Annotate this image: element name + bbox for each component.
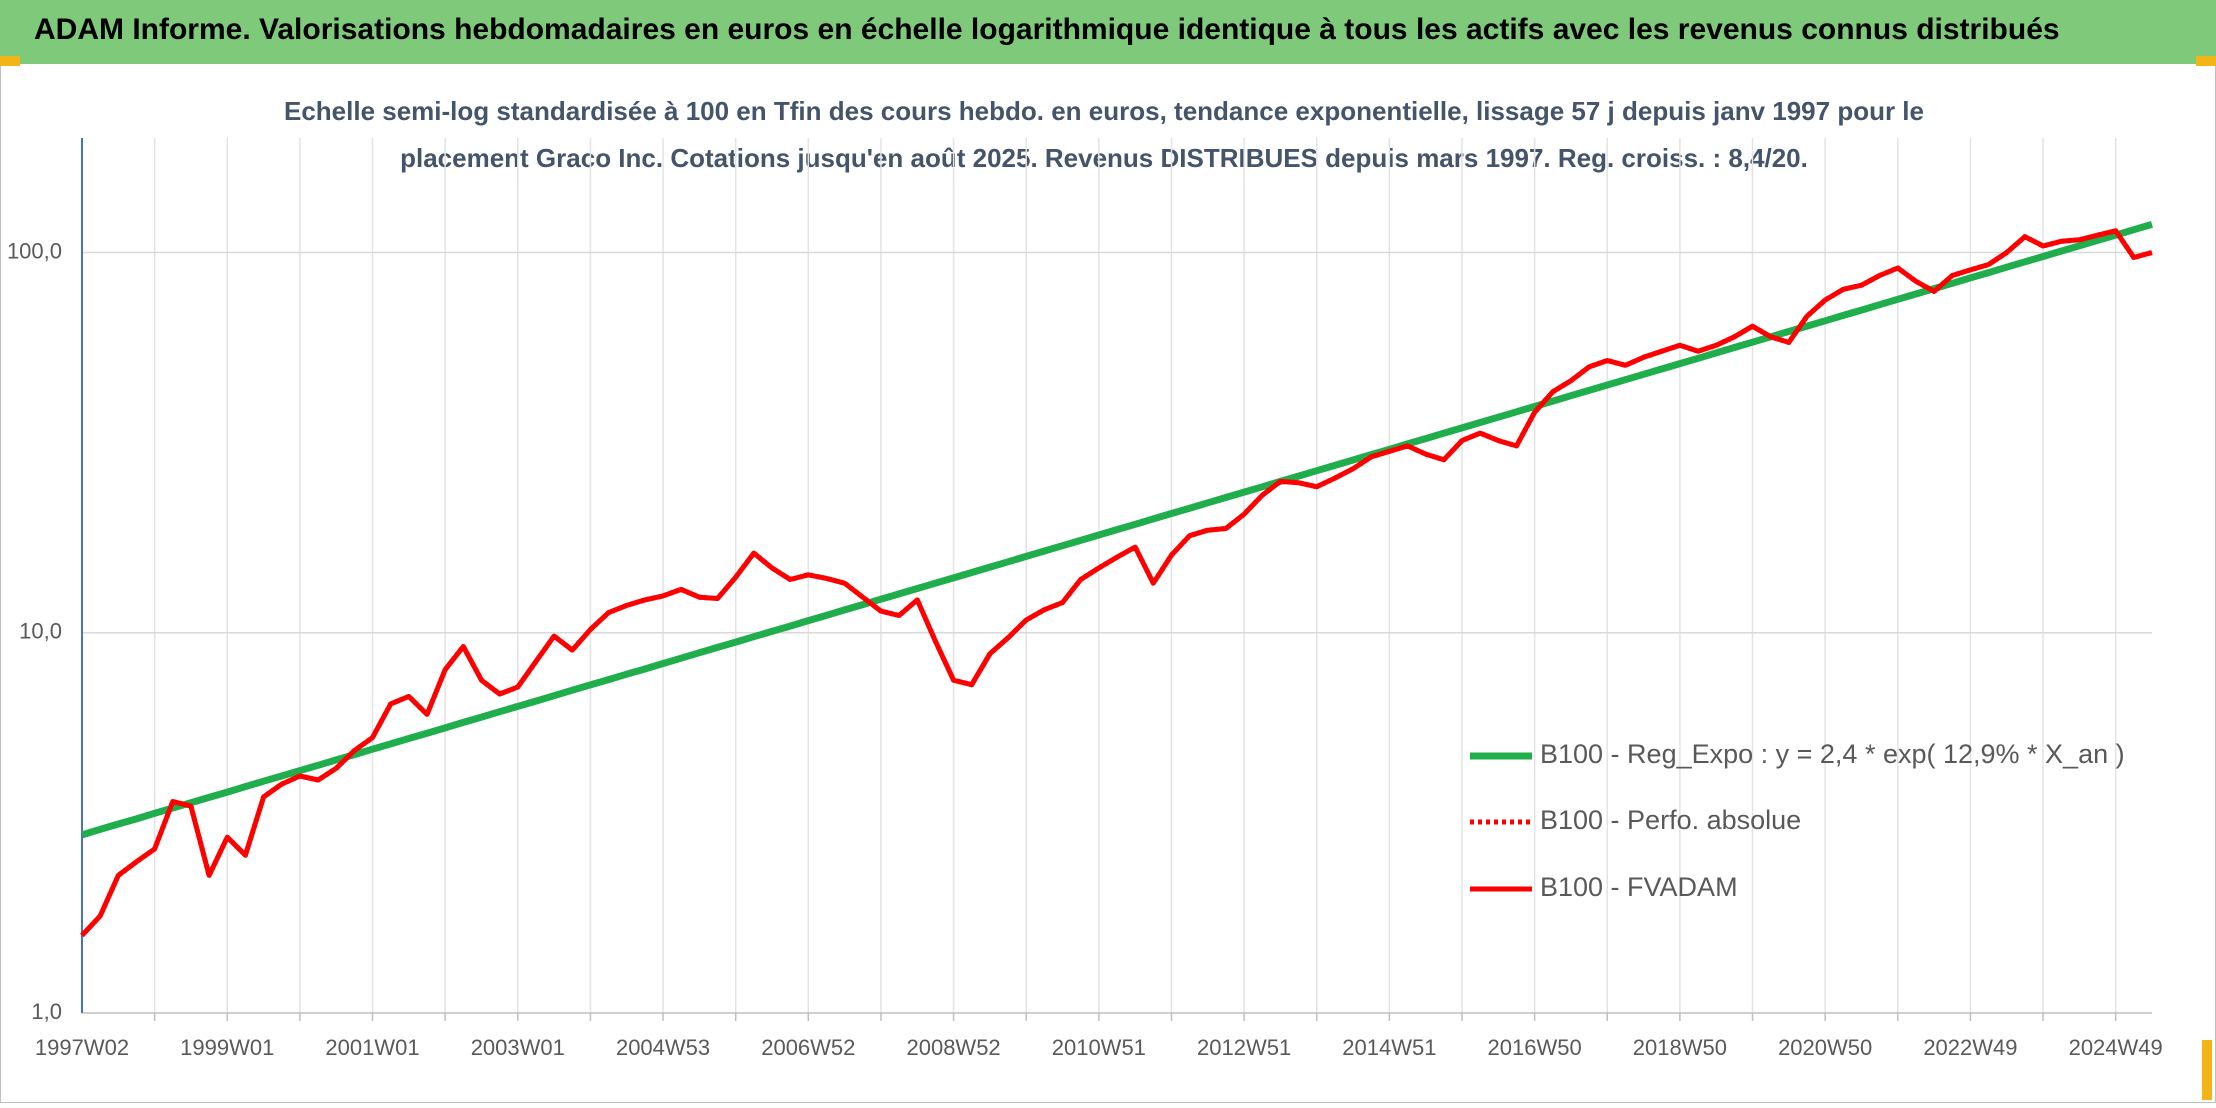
y-tick-label: 1,0	[31, 999, 62, 1024]
legend-label: B100 - FVADAM	[1540, 872, 1738, 902]
x-tick-label: 1997W02	[35, 1035, 129, 1060]
x-tick-label: 1999W01	[180, 1035, 274, 1060]
x-tick-label: 2016W50	[1488, 1035, 1582, 1060]
line-series	[80, 228, 2153, 938]
legend-label: B100 - Perfo. absolue	[1540, 805, 1801, 835]
x-tick-label: 2008W52	[906, 1035, 1000, 1060]
x-tick-label: 2001W01	[325, 1035, 419, 1060]
chart-subtitle: placement Graco Inc. Cotations jusqu'en …	[400, 143, 1808, 173]
corner-mark	[0, 56, 20, 66]
y-tick-label: 100,0	[7, 238, 62, 263]
x-tick-label: 2006W52	[761, 1035, 855, 1060]
x-tick-label: 2018W50	[1633, 1035, 1727, 1060]
x-tick-label: 2024W49	[2069, 1035, 2163, 1060]
x-tick-label: 2014W51	[1342, 1035, 1436, 1060]
x-tick-label: 2010W51	[1052, 1035, 1146, 1060]
corner-mark	[2196, 56, 2216, 66]
y-tick-label: 10,0	[19, 619, 62, 644]
x-tick-label: 2003W01	[471, 1035, 565, 1060]
legend-label: B100 - Reg_Expo : y = 2,4 * exp( 12,9% *…	[1540, 739, 2125, 769]
x-tick-label: 2022W49	[1923, 1035, 2017, 1060]
x-tick-label: 2012W51	[1197, 1035, 1291, 1060]
x-tick-label: 2020W50	[1778, 1035, 1872, 1060]
line-series	[80, 221, 2153, 839]
chart-title: ADAM Informe. Valorisations hebdomadaire…	[34, 13, 2060, 46]
chart-subtitle: Echelle semi-log standardisée à 100 en T…	[284, 96, 1924, 126]
title-bar	[0, 0, 2216, 64]
corner-mark	[2202, 1040, 2212, 1100]
x-tick-label: 2004W53	[616, 1035, 710, 1060]
